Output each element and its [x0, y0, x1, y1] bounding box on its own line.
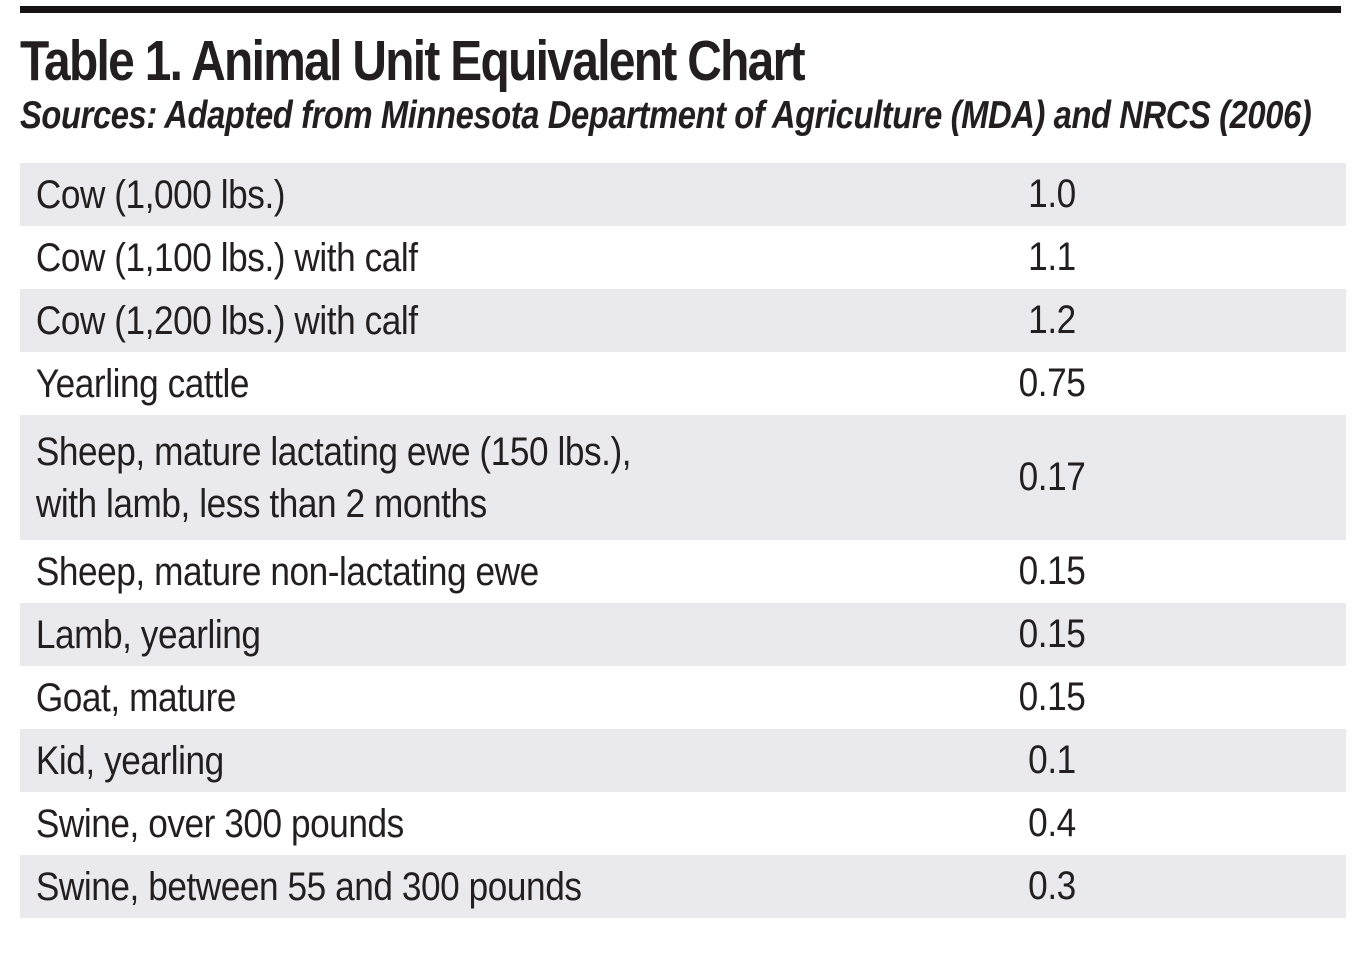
table-row: Cow (1,200 lbs.) with calf 1.2	[20, 289, 1346, 352]
animal-label: Lamb, yearling	[35, 612, 261, 657]
table-row: Kid, yearling 0.1	[20, 729, 1346, 792]
animal-label: Swine, over 300 pounds	[35, 801, 404, 846]
table-row: Yearling cattle 0.75	[20, 352, 1346, 415]
animal-unit-value: 0.1	[1028, 738, 1076, 782]
top-rule	[20, 6, 1341, 13]
table-row: Sheep, mature lactating ewe (150 lbs.), …	[20, 415, 1346, 540]
animal-label: Yearling cattle	[35, 361, 250, 406]
animal-unit-value: 0.3	[1028, 864, 1076, 908]
animal-unit-value: 0.15	[1018, 549, 1086, 593]
table-row: Goat, mature 0.15	[20, 666, 1346, 729]
table-title: Table 1. Animal Unit Equivalent Chart	[20, 29, 806, 93]
animal-unit-value: 1.0	[1028, 172, 1076, 216]
table-row: Cow (1,000 lbs.) 1.0	[20, 163, 1346, 226]
animal-label: Cow (1,100 lbs.) with calf	[35, 235, 418, 280]
animal-unit-table: Cow (1,000 lbs.) 1.0 Cow (1,100 lbs.) wi…	[20, 163, 1346, 918]
animal-unit-value: 1.2	[1028, 298, 1076, 342]
table-row: Swine, between 55 and 300 pounds 0.3	[20, 855, 1346, 918]
animal-label: Swine, between 55 and 300 pounds	[35, 864, 582, 909]
table-row: Lamb, yearling 0.15	[20, 603, 1346, 666]
animal-unit-value: 0.4	[1028, 801, 1076, 845]
table-row: Cow (1,100 lbs.) with calf 1.1	[20, 226, 1346, 289]
table-row: Sheep, mature non-lactating ewe 0.15	[20, 540, 1346, 603]
animal-label: Goat, mature	[35, 675, 237, 720]
animal-unit-value: 0.17	[1018, 455, 1086, 499]
table-source-note: Sources: Adapted from Minnesota Departme…	[20, 94, 1312, 137]
animal-label: Sheep, mature non-lactating ewe	[35, 549, 539, 594]
animal-unit-value: 0.75	[1018, 361, 1086, 405]
animal-label: Cow (1,000 lbs.)	[35, 172, 286, 217]
animal-label: Cow (1,200 lbs.) with calf	[35, 298, 418, 343]
animal-label: Sheep, mature lactating ewe (150 lbs.), …	[35, 429, 632, 526]
animal-unit-value: 1.1	[1028, 235, 1076, 279]
animal-unit-value: 0.15	[1018, 675, 1086, 719]
table-row: Swine, over 300 pounds 0.4	[20, 792, 1346, 855]
animal-unit-value: 0.15	[1018, 612, 1086, 656]
animal-label: Kid, yearling	[35, 738, 224, 783]
